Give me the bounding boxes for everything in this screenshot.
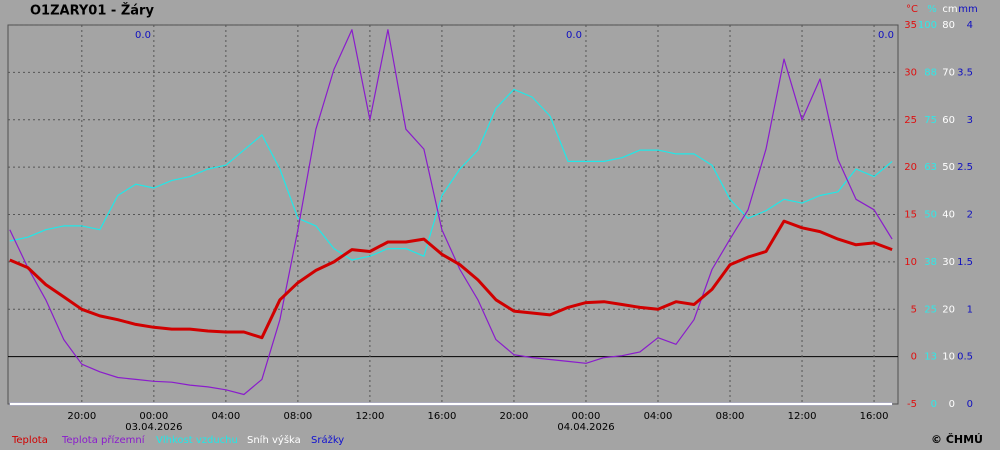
legend-entry: Vlhkost vzduchu	[156, 435, 238, 446]
x-tick-label: 00:00	[139, 411, 168, 422]
legend-entry: Teplota	[11, 435, 48, 446]
y4-tick-label: 1	[967, 304, 973, 315]
y3-tick-label: 40	[942, 210, 955, 221]
x-tick-label: 12:00	[788, 411, 817, 422]
y4-tick-label: 2.5	[957, 162, 973, 173]
x-tick-label: 20:00	[67, 411, 96, 422]
series-line	[9, 219, 893, 340]
date-label: 04.04.2026	[557, 422, 614, 433]
y4-tick-label: 3	[967, 115, 973, 126]
x-tick-label: 16:00	[860, 411, 889, 422]
y2-tick-label: 38	[924, 257, 937, 268]
y4-tick-label: 0.5	[957, 352, 973, 363]
axis-unit: cm	[942, 4, 957, 15]
y2-tick-label: 63	[924, 162, 937, 173]
x-tick-label: 00:00	[572, 411, 601, 422]
y3-tick-label: 20	[942, 304, 955, 315]
y2-tick-label: 0	[931, 399, 937, 410]
x-tick-label: 04:00	[211, 411, 240, 422]
x-tick-label: 08:00	[716, 411, 745, 422]
y-tick-label: 30	[904, 67, 917, 78]
x-tick-label: 12:00	[355, 411, 384, 422]
legend-entry: Sníh výška	[247, 434, 301, 446]
precip-total: 0.0	[878, 30, 894, 41]
y4-tick-label: 0	[967, 399, 973, 410]
y4-tick-label: 4	[967, 20, 973, 31]
precip-total: 0.0	[566, 30, 582, 41]
x-tick-label: 04:00	[644, 411, 673, 422]
copyright: © ČHMÚ	[931, 433, 983, 446]
x-tick-label: 20:00	[500, 411, 529, 422]
y3-tick-label: 0	[949, 399, 955, 410]
axis-unit: mm	[958, 4, 977, 15]
y-tick-label: 5	[911, 304, 917, 315]
y2-tick-label: 50	[924, 210, 937, 221]
y-tick-label: 10	[904, 257, 917, 268]
x-tick-label: 16:00	[428, 411, 457, 422]
y2-tick-label: 13	[924, 352, 937, 363]
y2-tick-label: 88	[924, 67, 937, 78]
legend-entry: Srážky	[311, 434, 344, 446]
y3-tick-label: 70	[942, 67, 955, 78]
date-label: 03.04.2026	[125, 422, 182, 433]
y-tick-label: 0	[911, 352, 917, 363]
legend-entry: Teplota přízemní	[61, 434, 146, 446]
y3-tick-label: 10	[942, 352, 955, 363]
y4-tick-label: 2	[967, 210, 973, 221]
y4-tick-label: 1.5	[957, 257, 973, 268]
y-tick-label: 35	[904, 20, 917, 31]
precip-total: 0.0	[135, 30, 151, 41]
series-line	[9, 29, 893, 396]
y3-tick-label: 50	[942, 162, 955, 173]
y3-tick-label: 30	[942, 257, 955, 268]
y3-tick-label: 60	[942, 115, 955, 126]
y2-tick-label: 75	[924, 115, 937, 126]
axis-unit: %	[927, 4, 937, 15]
y3-tick-label: 80	[942, 20, 955, 31]
y-tick-label: 15	[904, 210, 917, 221]
x-tick-label: 08:00	[283, 411, 312, 422]
y-tick-label: 25	[904, 115, 917, 126]
y4-tick-label: 3.5	[957, 67, 973, 78]
y-tick-label: 20	[904, 162, 917, 173]
axis-unit: °C	[906, 4, 918, 15]
chart-title: O1ZARY01 - Žáry	[30, 3, 154, 19]
y2-tick-label: 25	[924, 304, 937, 315]
y2-tick-label: 100	[918, 20, 937, 31]
y-tick-label: -5	[907, 399, 917, 410]
